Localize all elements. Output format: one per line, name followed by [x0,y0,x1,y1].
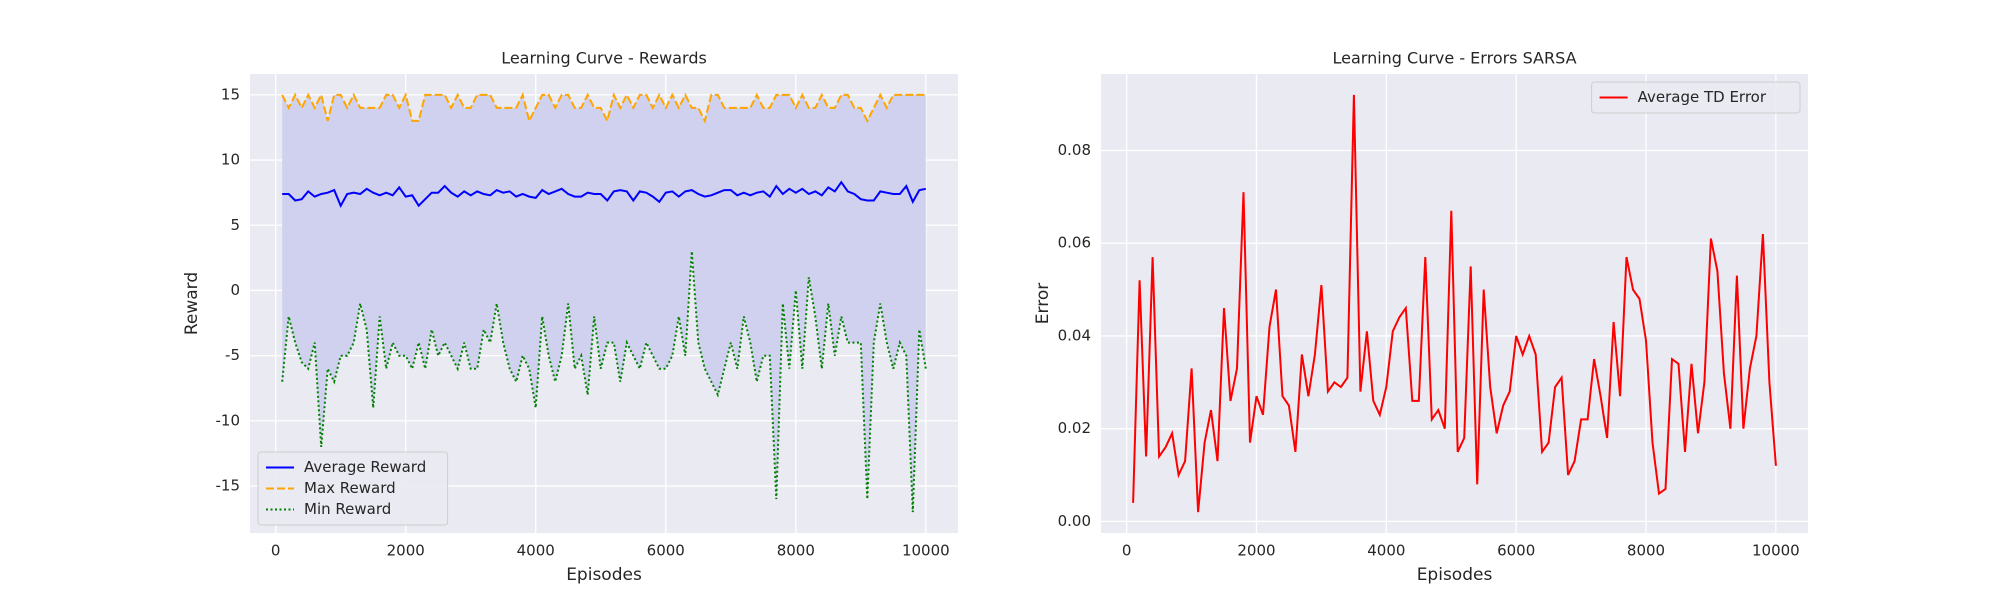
x-tick-label: 6000 [647,542,685,560]
legend: Average TD Error [1591,81,1801,114]
y-tick-label: 0 [230,281,240,299]
chart-title: Learning Curve - Errors SARSA [1332,49,1576,68]
y-tick-label: 10 [221,151,240,169]
legend-label: Max Reward [304,479,396,497]
y-axis-label: Reward [182,272,202,335]
y-tick-label: 0.02 [1058,419,1091,437]
x-tick-label: 2000 [387,542,425,560]
x-tick-label: 2000 [1237,542,1275,560]
series-line [281,251,927,513]
x-tick-label: 10000 [902,542,950,560]
x-tick-label: 8000 [777,542,815,560]
series-line [282,180,926,208]
x-tick-label: 4000 [517,542,555,560]
y-tick-label: 0.04 [1058,326,1091,344]
x-tick-label: 0 [271,542,281,560]
y-tick-label: 0.00 [1058,512,1091,530]
y-tick-label: -10 [216,411,241,429]
y-axis-label: Error [1033,283,1053,324]
x-axis-label: Episodes [566,565,642,585]
legend-label: Average Reward [304,458,426,476]
y-tick-label: 0.08 [1058,141,1091,159]
legend-box [257,451,449,526]
legend-box [1591,81,1801,114]
y-tick-label: -5 [225,346,240,364]
x-tick-label: 4000 [1367,542,1405,560]
y-tick-label: 5 [230,216,240,234]
fill-band [282,94,926,513]
y-tick-label: -15 [216,477,241,495]
legend: Average Reward Max Reward Min Reward [257,451,449,526]
chart-title: Learning Curve - Rewards [501,49,707,68]
x-tick-label: 0 [1122,542,1132,560]
series-line [1132,94,1777,513]
y-tick-label: 0.06 [1058,234,1091,252]
x-tick-label: 10000 [1752,542,1800,560]
legend-label: Min Reward [304,500,391,518]
x-tick-label: 6000 [1497,542,1535,560]
legend-label: Average TD Error [1638,88,1767,106]
x-axis-label: Episodes [1417,565,1493,585]
y-tick-label: 15 [221,85,240,103]
series-line [281,92,926,124]
x-tick-label: 8000 [1627,542,1665,560]
